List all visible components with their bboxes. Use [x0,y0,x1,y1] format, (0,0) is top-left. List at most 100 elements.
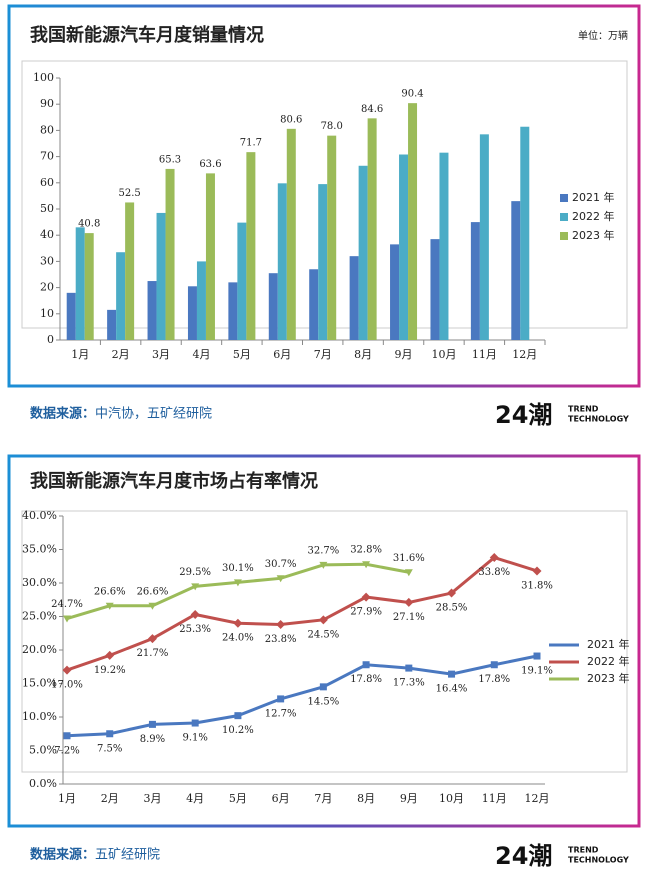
bar [408,103,418,340]
marker [191,719,199,727]
marker [62,665,72,675]
y-tick-label: 60 [40,176,54,189]
marker [148,720,156,728]
marker [191,583,200,591]
y-tick-label: 90 [40,97,54,110]
bar [187,286,197,340]
bar [165,168,175,340]
data-label: 71.7 [240,138,262,149]
x-tick-label: 9月 [395,348,413,361]
bar [399,154,409,340]
legend-label: 2021 年 [572,190,615,204]
bar [349,256,359,340]
data-label: 8.9% [140,734,165,745]
data-label: 80.6 [280,114,302,125]
data-label: 27.9% [350,607,382,618]
data-label: 24.0% [222,633,254,644]
marker [63,732,71,740]
bar [286,128,296,340]
marker [532,566,542,576]
plot-frame [21,510,628,773]
marker [404,569,413,577]
x-tick-label: 1月 [58,792,76,805]
source: 五矿经研院 [95,848,160,863]
marker [106,730,114,738]
data-label: 90.4 [401,89,423,100]
bar [470,222,480,340]
data-label: 16.4% [436,684,468,695]
legend-label: 2023 年 [572,228,615,242]
marker [404,597,414,607]
data-label: 24.7% [51,599,83,610]
data-label: 32.7% [307,545,339,556]
x-tick-label: 12月 [525,792,550,805]
bar [156,212,166,340]
data-label: 32.8% [350,545,382,556]
data-label: 30.7% [265,559,297,570]
x-tick-label: 10月 [431,348,456,361]
data-label: 19.1% [521,666,553,677]
logo-text: TREND [568,405,599,414]
data-label: 28.5% [436,603,468,614]
y-tick-label: 50 [40,202,54,215]
marker [276,620,286,630]
x-tick-label: 11月 [472,348,497,361]
x-tick-label: 2月 [112,348,130,361]
bar [430,239,440,340]
bar [205,173,215,340]
marker [190,609,200,619]
marker [405,664,413,672]
bar [327,135,337,340]
y-tick-label: 10.0% [22,710,57,723]
legend-swatch [560,232,568,240]
bar [520,126,530,341]
logo-text: TECHNOLOGY [568,856,629,865]
x-tick-label: 8月 [357,792,375,805]
chart-title: 我国新能源汽车月度销量情况 [30,24,264,46]
y-tick-label: 15.0% [22,677,57,690]
bar [367,118,377,341]
data-label: 84.6 [361,104,383,115]
data-label: 31.6% [393,553,425,564]
marker [63,615,71,623]
legend-label: 2023 年 [587,671,630,685]
y-tick-label: 10 [40,307,54,320]
data-label: 17.8% [350,674,382,685]
y-tick-label: 70 [40,150,54,163]
y-tick-label: 0 [47,333,54,346]
marker [448,670,456,678]
x-tick-label: 4月 [186,792,204,805]
x-tick-label: 1月 [71,348,89,361]
marker [362,661,370,669]
data-label: 14.5% [307,696,339,707]
bar [125,202,135,340]
source: 中汽协，五矿经研院 [95,407,212,422]
x-tick-label: 7月 [314,792,332,805]
data-label: 31.8% [521,580,553,591]
legend-label: 2021 年 [587,637,630,651]
marker [105,602,114,610]
marker [233,618,243,628]
y-tick-label: 0.0% [29,777,57,790]
y-tick-label: 30 [40,254,54,267]
data-label: 30.1% [222,563,254,574]
marker [276,575,285,583]
y-tick-label: 35.0% [22,543,57,556]
marker [533,652,541,660]
data-label: 19.2% [94,665,126,676]
marker [234,712,242,720]
x-tick-label: 5月 [233,348,251,361]
data-label: 40.8 [78,219,100,230]
y-tick-label: 40 [40,228,54,241]
y-tick-label: 20 [40,281,54,294]
marker [319,561,328,569]
data-label: 25.3% [179,624,211,635]
data-label: 21.7% [137,648,169,659]
data-label: 17.8% [478,674,510,685]
y-tick-label: 20.0% [22,643,57,656]
data-label: 65.3 [159,154,181,165]
unit: 单位：万辆 [578,29,628,42]
logo: 24潮 [495,842,552,870]
bar [390,244,400,340]
marker [361,592,371,602]
